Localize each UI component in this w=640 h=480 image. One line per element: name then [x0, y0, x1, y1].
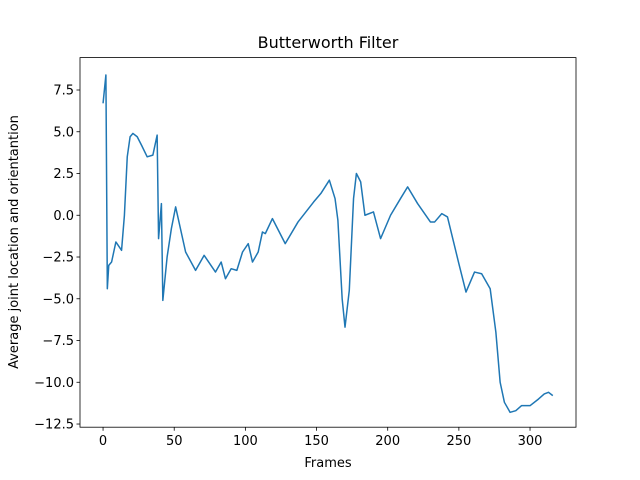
chart-title: Butterworth Filter — [258, 33, 399, 52]
y-tick-label: −7.5 — [42, 334, 74, 349]
y-tick-label: −5.0 — [42, 292, 74, 307]
y-tick-label: 2.5 — [53, 167, 74, 182]
data-line — [102, 74, 554, 414]
x-tick-label: 250 — [446, 434, 471, 449]
x-tick-label: 50 — [166, 434, 183, 449]
y-tick-label: −10.0 — [34, 376, 74, 391]
x-tick-label: 100 — [233, 434, 258, 449]
x-axis-label: Frames — [304, 456, 352, 471]
y-tick-label: 7.5 — [53, 84, 74, 99]
y-tick-label: −12.5 — [34, 418, 74, 433]
y-tick-label: 5.0 — [53, 125, 74, 140]
y-tick-label: −2.5 — [42, 251, 74, 266]
x-tick-label: 0 — [99, 434, 107, 449]
x-tick-label: 150 — [304, 434, 329, 449]
y-axis-label: Average joint location and orientantion — [7, 115, 22, 369]
x-tick-label: 200 — [375, 434, 400, 449]
y-tick-label: 0.0 — [53, 209, 74, 224]
x-tick-label: 300 — [518, 434, 543, 449]
plot-frame — [79, 57, 577, 428]
